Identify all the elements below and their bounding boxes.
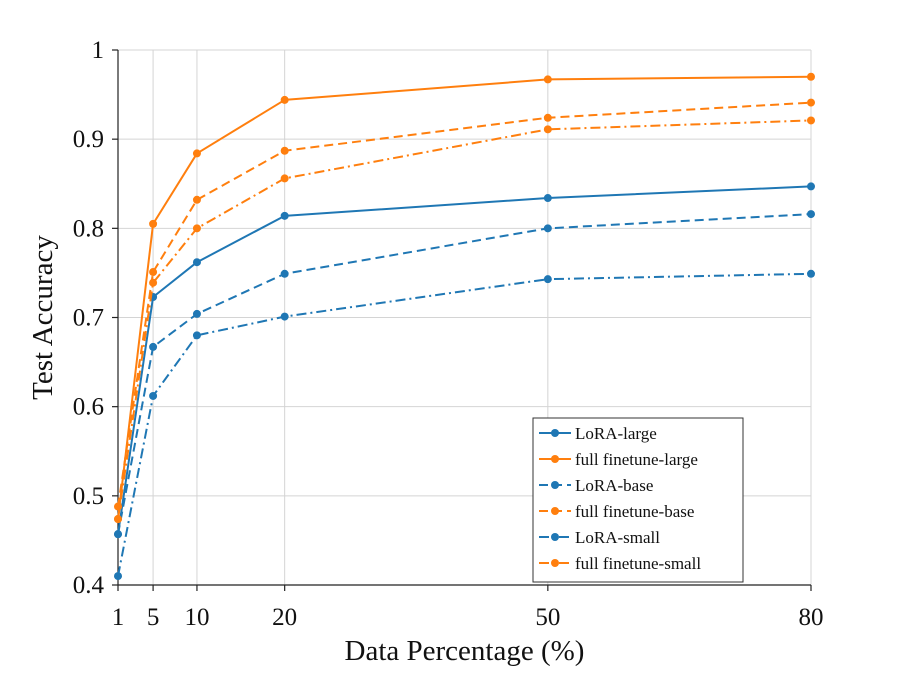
x-tick-label: 80 xyxy=(799,604,824,631)
legend-marker xyxy=(551,481,559,489)
x-tick-labels: 1 5 10 20 50 80 xyxy=(112,585,824,631)
data-point xyxy=(543,113,552,122)
legend-label: full finetune-base xyxy=(575,502,694,521)
legend-marker xyxy=(551,559,559,567)
data-point xyxy=(280,174,289,183)
series-line xyxy=(117,185,812,535)
legend-item: LoRA-large xyxy=(539,424,657,443)
y-tick-label: 1 xyxy=(92,37,105,64)
data-point xyxy=(149,278,158,287)
legend-label: full finetune-small xyxy=(575,554,701,573)
legend: LoRA-large full finetune-large LoRA-base fu… xyxy=(532,417,744,583)
data-point xyxy=(543,194,552,203)
data-point xyxy=(280,312,289,321)
legend-item: LoRA-small xyxy=(539,528,660,547)
data-point xyxy=(807,116,815,125)
legend-marker xyxy=(551,507,559,515)
legend-label: LoRA-base xyxy=(575,476,653,495)
legend-item: full finetune-large xyxy=(539,450,698,469)
data-point xyxy=(280,146,289,155)
data-point xyxy=(114,515,122,524)
data-point xyxy=(543,224,552,233)
legend-item: LoRA-base xyxy=(539,476,653,495)
legend-marker xyxy=(551,455,559,463)
data-point xyxy=(192,224,201,233)
series-line xyxy=(117,272,812,577)
series-full-finetune-small xyxy=(114,116,815,524)
x-tick-label: 5 xyxy=(147,604,160,631)
series-line xyxy=(117,75,812,520)
y-tick-label: 0.5 xyxy=(73,483,104,510)
data-point xyxy=(114,572,122,581)
legend-label: full finetune-large xyxy=(575,450,698,469)
x-tick-label: 1 xyxy=(112,604,125,631)
x-tick-label: 10 xyxy=(184,604,209,631)
y-tick-labels: 0.4 0.5 0.6 0.7 0.8 0.9 1 xyxy=(73,37,118,599)
y-tick-label: 0.6 xyxy=(73,394,104,421)
data-point xyxy=(807,72,815,81)
y-tick-label: 0.8 xyxy=(73,215,104,242)
legend-item: full finetune-small xyxy=(539,554,701,573)
series-lora-small xyxy=(114,269,815,581)
x-axis-title: Data Percentage (%) xyxy=(345,635,585,667)
data-point xyxy=(807,98,815,107)
data-point xyxy=(149,268,158,277)
data-point xyxy=(807,269,815,278)
legend-marker xyxy=(551,533,559,541)
data-point xyxy=(807,210,815,219)
data-point xyxy=(149,391,158,400)
series-layer xyxy=(114,72,815,581)
y-axis-title: Test Accuracy xyxy=(27,235,59,400)
data-point xyxy=(149,342,158,351)
data-point xyxy=(280,95,289,104)
data-point xyxy=(280,211,289,220)
data-point xyxy=(192,331,201,340)
data-point xyxy=(807,182,815,191)
legend-item: full finetune-base xyxy=(539,502,694,521)
data-point xyxy=(192,195,201,204)
series-line xyxy=(117,119,812,520)
data-point xyxy=(543,275,552,284)
legend-box xyxy=(532,417,744,583)
data-point xyxy=(149,219,158,228)
data-point xyxy=(192,309,201,318)
data-point xyxy=(192,149,201,158)
x-tick-label: 50 xyxy=(535,604,560,631)
data-point xyxy=(543,75,552,84)
y-tick-label: 0.7 xyxy=(73,305,104,332)
y-tick-label: 0.4 xyxy=(73,572,105,599)
series-full-finetune-base xyxy=(114,98,815,511)
legend-label: LoRA-small xyxy=(575,528,660,547)
data-point xyxy=(280,269,289,278)
grid xyxy=(117,49,812,586)
data-point xyxy=(114,530,122,539)
y-tick-label: 0.9 xyxy=(73,126,104,153)
series-line xyxy=(117,213,812,535)
x-tick-label: 20 xyxy=(272,604,297,631)
series-line xyxy=(117,101,812,507)
data-point xyxy=(192,258,201,267)
data-point xyxy=(543,125,552,134)
legend-marker xyxy=(551,429,559,437)
legend-label: LoRA-large xyxy=(575,424,657,443)
series-lora-base xyxy=(114,210,815,539)
